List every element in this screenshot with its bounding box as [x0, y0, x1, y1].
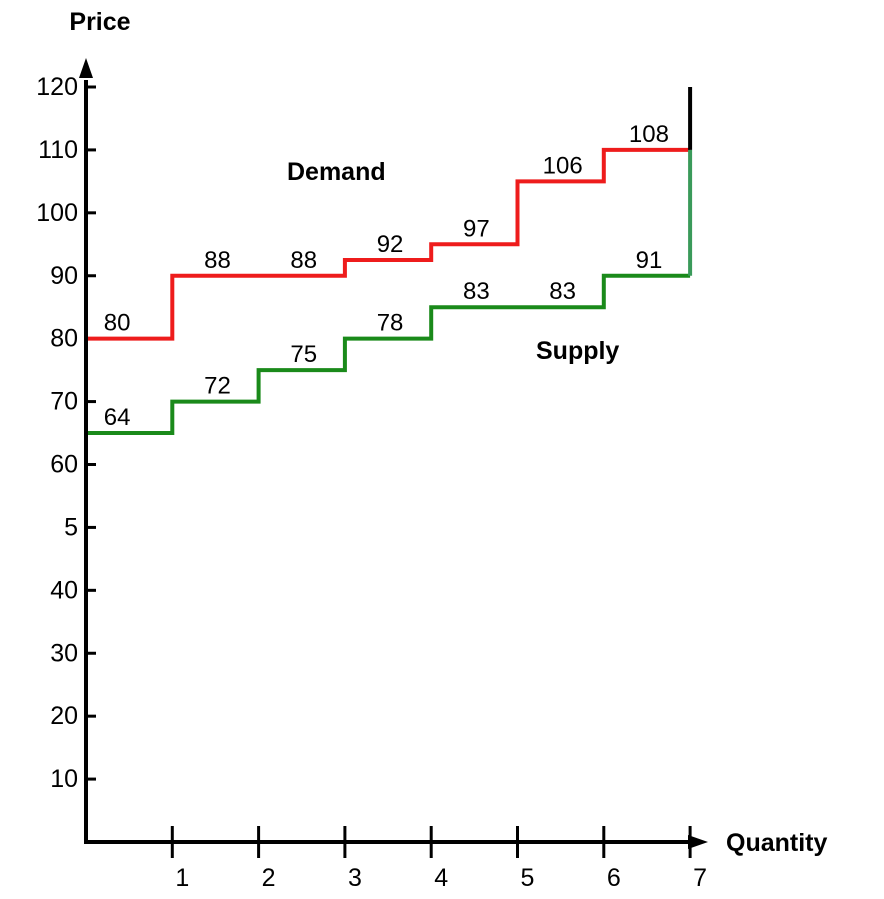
- data-labels: 80 88 88 92 97 106 108 64 72 75 78 83 83 91: [104, 121, 669, 431]
- demand-data-label: 97: [463, 215, 490, 242]
- series-lines: [86, 87, 693, 436]
- x-tick-label: 2: [262, 864, 276, 892]
- demand-data-label: 88: [290, 247, 317, 274]
- x-axis-arrow: [688, 835, 708, 849]
- y-tick-label: 80: [50, 325, 78, 353]
- y-axis-title: Price: [69, 8, 130, 36]
- supply-data-label: 64: [104, 404, 131, 431]
- x-tick-label: 3: [348, 864, 362, 892]
- demand-step-line: [86, 147, 691, 341]
- y-tick-label: 20: [50, 702, 78, 730]
- y-tick-label: 100: [36, 199, 78, 227]
- x-axis-title: Quantity: [726, 829, 827, 857]
- supply-series-name: Supply: [536, 337, 619, 365]
- y-tick-label: 5: [64, 513, 78, 541]
- demand-series-name: Demand: [287, 158, 386, 186]
- demand-data-label: 88: [204, 247, 231, 274]
- x-tick-label: 1: [175, 864, 189, 892]
- supply-data-label: 83: [463, 278, 490, 305]
- y-tick-label: 120: [36, 73, 78, 101]
- demand-data-label: 108: [629, 121, 669, 148]
- x-tick-label: 4: [434, 864, 448, 892]
- y-tick-label: 30: [50, 639, 78, 667]
- supply-data-label: 75: [290, 341, 317, 368]
- demand-data-label: 106: [543, 152, 583, 179]
- supply-step-line: [86, 273, 691, 436]
- y-tick-label: 70: [50, 388, 78, 416]
- supply-data-label: 72: [204, 373, 231, 400]
- demand-data-label: 92: [377, 231, 404, 258]
- y-tick-label: 10: [50, 765, 78, 793]
- supply-data-label: 91: [636, 247, 663, 274]
- y-tick-label: 110: [38, 136, 78, 164]
- x-tick-label: 7: [693, 864, 707, 892]
- demand-data-label: 80: [104, 310, 131, 337]
- x-tick-label: 6: [607, 864, 621, 892]
- y-tick-label: 60: [50, 451, 78, 479]
- supply-data-label: 78: [377, 310, 404, 337]
- supply-data-label: 83: [549, 278, 576, 305]
- y-tick-label: 90: [50, 262, 78, 290]
- x-tick-label: 5: [521, 864, 535, 892]
- x-axis-ticks: 1 2 3 4 5 6 7: [170, 826, 707, 892]
- y-axis-arrow: [79, 58, 93, 78]
- y-tick-label: 40: [50, 576, 78, 604]
